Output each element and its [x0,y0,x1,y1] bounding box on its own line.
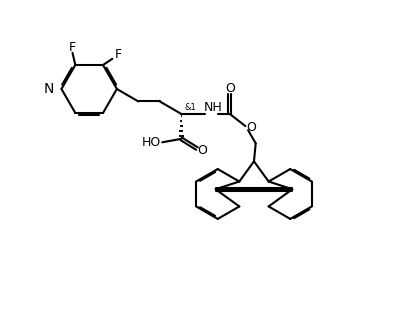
Text: O: O [246,121,256,134]
Text: NH: NH [204,101,223,114]
Text: O: O [225,82,235,95]
Text: F: F [115,48,122,61]
Text: F: F [69,41,76,54]
Text: O: O [197,144,207,157]
Text: HO: HO [141,136,161,149]
Text: &1: &1 [184,103,196,112]
Text: N: N [44,82,54,96]
